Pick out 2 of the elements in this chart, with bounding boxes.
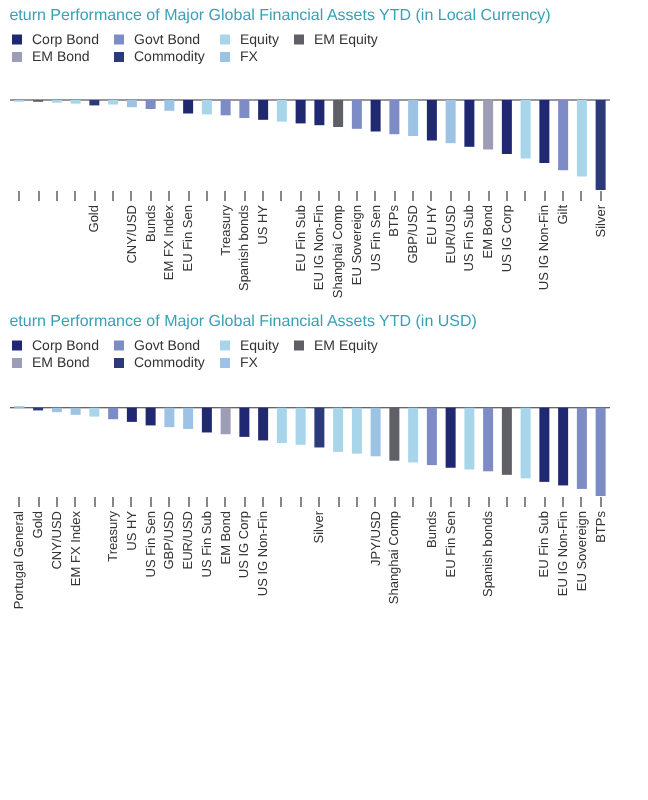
- chart-title: eturn Performance of Major Global Financial Assets YTD (in Local Currency): [9, 6, 552, 24]
- chart-title: eturn Performance of Major Global Financial Assets YTD (in USD): [9, 312, 478, 330]
